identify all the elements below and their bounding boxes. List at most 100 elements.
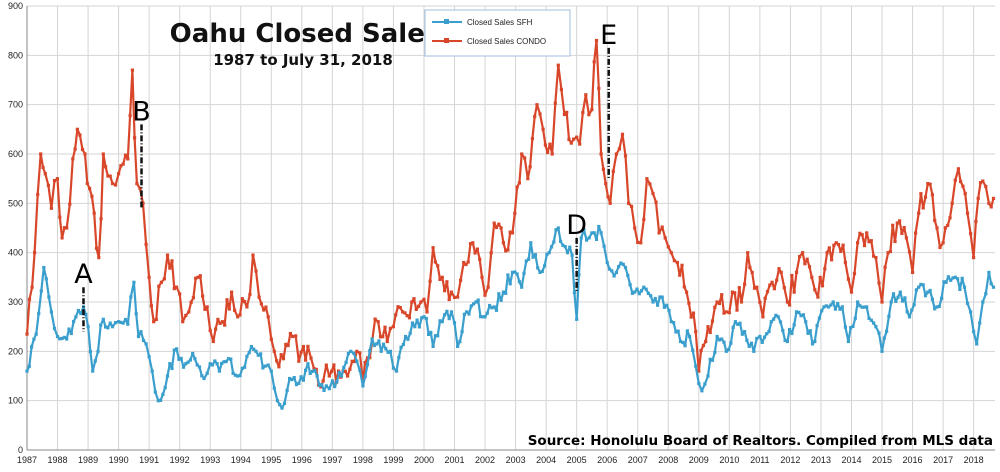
- data-point: [810, 342, 815, 346]
- data-point: [943, 226, 947, 230]
- data-point: [772, 287, 776, 291]
- data-point: [422, 315, 426, 319]
- data-point: [96, 349, 100, 354]
- data-point: [902, 226, 906, 230]
- data-point: [483, 293, 487, 297]
- data-point: [860, 233, 864, 237]
- data-point: [921, 283, 925, 287]
- data-point: [368, 349, 372, 353]
- data-point: [969, 232, 973, 236]
- data-point: [263, 364, 267, 368]
- data-point: [494, 225, 499, 229]
- data-point: [849, 290, 854, 294]
- y-tick-label: 700: [8, 100, 23, 110]
- data-point: [614, 152, 618, 156]
- data-point: [410, 321, 415, 325]
- data-point: [452, 321, 457, 325]
- data-point: [972, 330, 976, 334]
- data-point: [774, 313, 778, 317]
- data-point: [976, 196, 980, 200]
- y-axis: 0 100 200 300 400 500 600 700 800 900: [8, 1, 28, 455]
- data-point: [975, 342, 979, 346]
- data-point: [205, 305, 209, 309]
- data-point: [36, 192, 40, 197]
- data-point: [187, 310, 191, 314]
- data-point: [141, 201, 145, 205]
- data-point: [406, 337, 410, 341]
- data-point: [236, 315, 240, 319]
- data-point: [687, 301, 691, 305]
- data-point: [713, 305, 717, 309]
- data-point: [610, 269, 614, 273]
- data-point: [191, 351, 195, 356]
- data-point: [365, 363, 370, 367]
- data-point: [417, 325, 421, 329]
- data-point: [251, 253, 255, 257]
- data-point: [853, 316, 857, 320]
- data-point: [217, 369, 221, 373]
- data-point: [280, 406, 284, 410]
- data-point: [672, 259, 676, 263]
- x-tick-label: 2005: [567, 455, 587, 465]
- data-point: [682, 285, 686, 289]
- data-point: [459, 278, 463, 282]
- data-point: [717, 301, 721, 306]
- data-point: [306, 344, 310, 348]
- data-point: [504, 249, 508, 253]
- data-point: [572, 291, 576, 295]
- data-point: [297, 359, 301, 363]
- data-point: [350, 359, 354, 363]
- data-point: [942, 280, 946, 284]
- data-point: [52, 179, 57, 183]
- data-point: [284, 342, 288, 346]
- data-point: [958, 287, 962, 291]
- data-point: [820, 309, 824, 313]
- data-point: [794, 310, 799, 314]
- data-point: [720, 293, 724, 297]
- data-point: [488, 303, 492, 308]
- legend-sfh-label: Closed Sales SFH: [467, 18, 533, 27]
- data-point: [297, 381, 301, 385]
- data-point: [760, 340, 764, 344]
- data-point: [865, 305, 869, 309]
- data-point: [527, 257, 531, 261]
- data-point: [322, 388, 326, 392]
- data-point: [188, 358, 192, 362]
- data-point: [49, 310, 53, 314]
- data-point: [926, 290, 930, 294]
- data-point: [858, 231, 862, 235]
- data-point: [497, 222, 501, 226]
- data-point: [156, 399, 160, 403]
- data-point: [561, 243, 565, 247]
- data-point: [304, 358, 308, 362]
- data-point: [888, 249, 892, 254]
- data-point: [243, 365, 247, 369]
- data-point: [710, 358, 715, 362]
- data-point: [798, 255, 802, 259]
- data-point: [394, 369, 399, 373]
- data-point: [867, 316, 871, 320]
- data-point: [822, 305, 826, 309]
- data-point: [928, 182, 932, 186]
- data-point: [752, 286, 757, 290]
- data-point: [688, 334, 692, 339]
- data-point: [249, 345, 253, 349]
- data-point: [213, 359, 217, 363]
- data-point: [699, 349, 703, 353]
- data-point: [813, 288, 817, 292]
- data-point: [178, 292, 182, 296]
- data-point: [165, 253, 170, 257]
- data-point: [639, 289, 644, 293]
- data-point: [161, 392, 165, 396]
- data-point: [147, 275, 151, 279]
- data-point: [396, 305, 400, 309]
- data-point: [381, 335, 385, 339]
- data-point: [236, 374, 240, 378]
- data-point: [910, 308, 914, 312]
- data-point: [37, 311, 41, 316]
- data-point: [117, 172, 121, 176]
- data-point: [144, 342, 148, 346]
- data-point: [703, 382, 707, 386]
- data-point: [785, 300, 789, 304]
- data-point: [440, 275, 444, 279]
